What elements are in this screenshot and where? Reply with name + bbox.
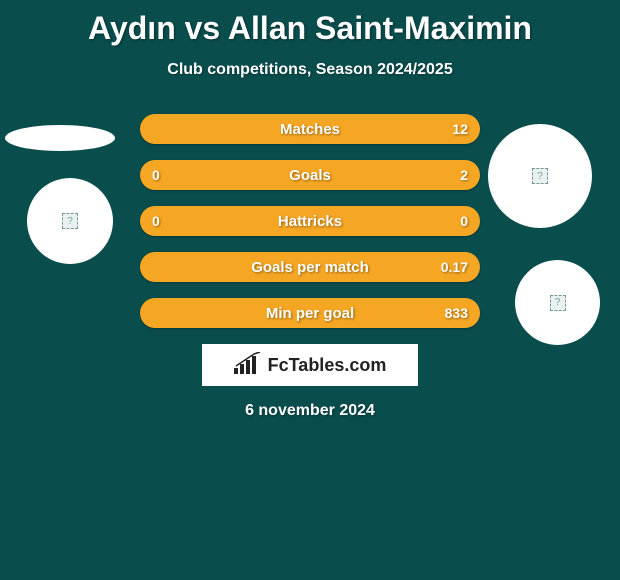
stat-value-right: 12: [452, 121, 468, 137]
image-placeholder-icon: ?: [532, 168, 548, 184]
page-title: Aydın vs Allan Saint-Maximin: [0, 0, 620, 47]
brand-logo-box: FcTables.com: [202, 344, 418, 386]
brand-logo-text: FcTables.com: [268, 355, 387, 376]
date-text: 6 november 2024: [0, 402, 620, 420]
stat-value-right: 2: [460, 167, 468, 183]
avatar-player-right-bottom: ?: [515, 260, 600, 345]
stat-row: Min per goal 833: [140, 298, 480, 328]
stat-row: 0 Hattricks 0: [140, 206, 480, 236]
page-subtitle: Club competitions, Season 2024/2025: [0, 61, 620, 79]
avatar-player-left: ?: [27, 178, 113, 264]
stat-row: Goals per match 0.17: [140, 252, 480, 282]
stat-label: Goals: [140, 167, 480, 184]
stat-value-left: 0: [152, 167, 160, 183]
stat-label: Goals per match: [140, 259, 480, 276]
stat-value-right: 0: [460, 213, 468, 229]
stat-label: Matches: [140, 121, 480, 138]
stat-row: 0 Goals 2: [140, 160, 480, 190]
stat-label: Hattricks: [140, 213, 480, 230]
stat-value-right: 0.17: [441, 259, 468, 275]
stats-container: Matches 12 0 Goals 2 0 Hattricks 0 Goals…: [140, 114, 480, 328]
ellipse-decoration-left: [5, 125, 115, 151]
stat-value-left: 0: [152, 213, 160, 229]
avatar-player-right-top: ?: [488, 124, 592, 228]
image-placeholder-icon: ?: [550, 295, 566, 311]
stat-label: Min per goal: [140, 305, 480, 322]
image-placeholder-icon: ?: [62, 213, 78, 229]
bar-chart-icon: [234, 352, 262, 379]
stat-row: Matches 12: [140, 114, 480, 144]
stat-value-right: 833: [445, 305, 468, 321]
